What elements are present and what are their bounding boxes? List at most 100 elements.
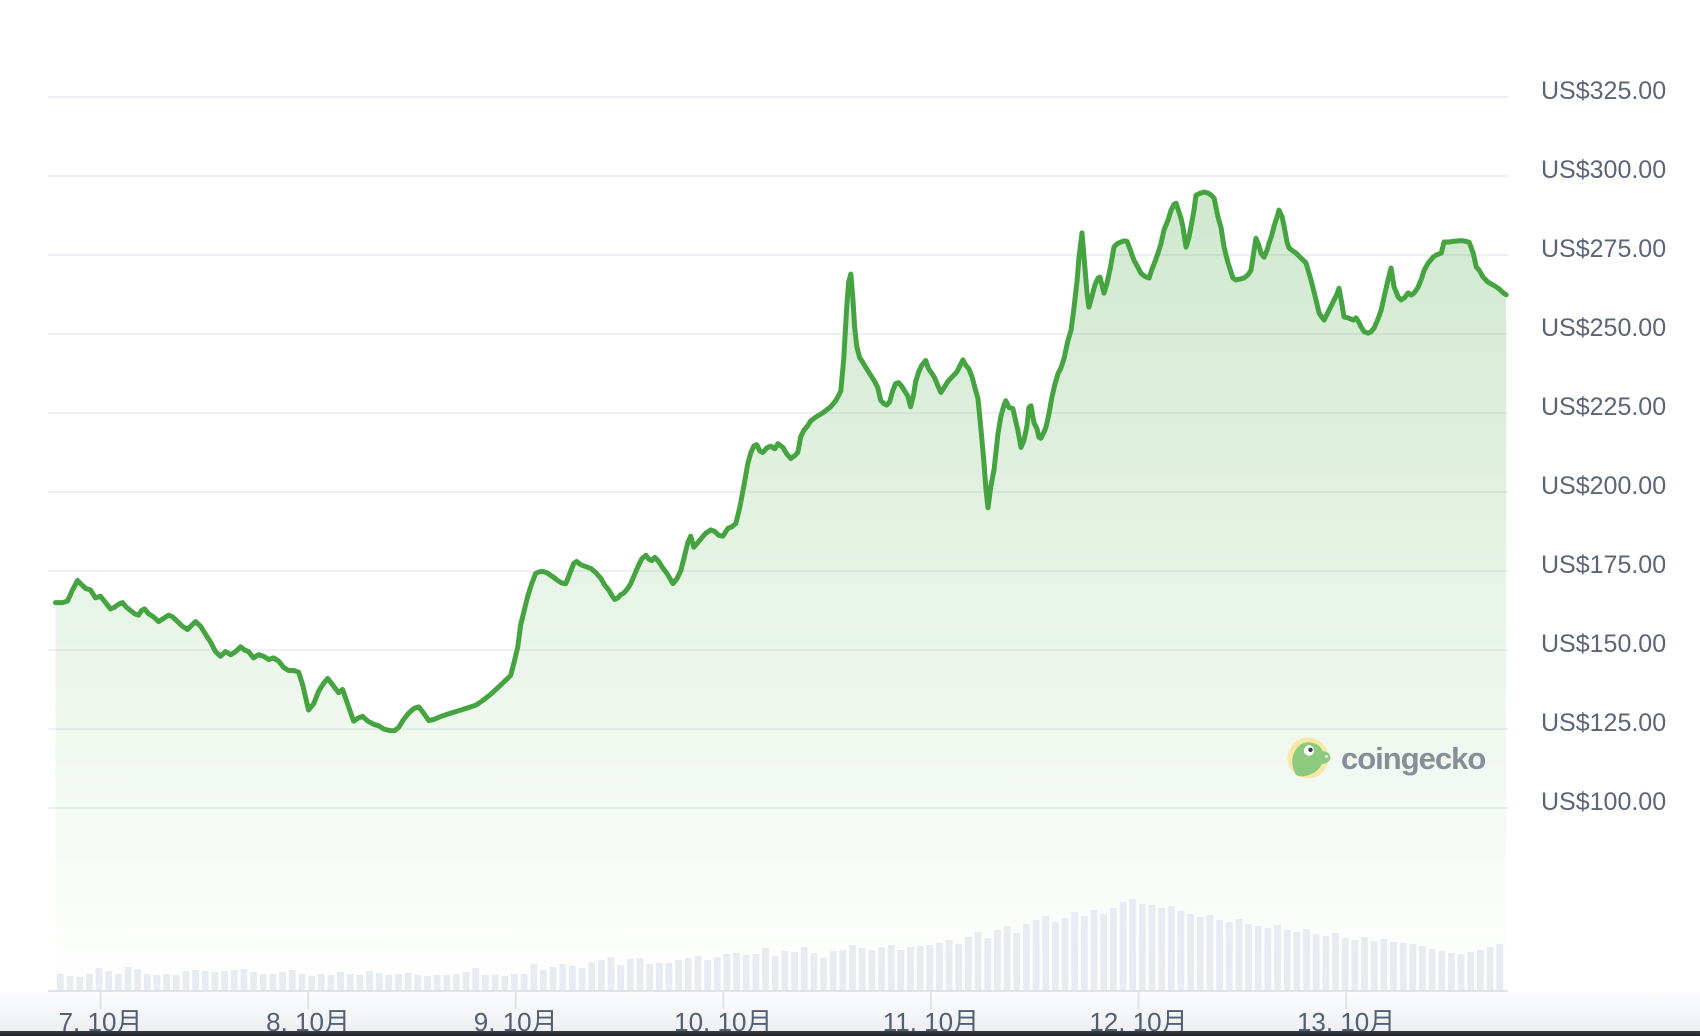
y-axis-label: US$225.00 [1541, 393, 1666, 421]
volume-bar [1409, 944, 1417, 990]
volume-bar [153, 975, 161, 990]
volume-bar [76, 977, 84, 990]
volume-bar [134, 969, 142, 990]
volume-bar [578, 968, 586, 990]
volume-bar [684, 958, 692, 990]
volume-bar [462, 972, 470, 990]
volume-bar [752, 954, 760, 990]
volume-bars [57, 899, 1504, 990]
volume-bar [1235, 919, 1243, 990]
volume-bar [1003, 926, 1011, 990]
volume-bar [762, 948, 769, 990]
volume-bar [994, 930, 1001, 990]
volume-bar [675, 960, 683, 990]
volume-bar [453, 974, 460, 990]
volume-bar [1303, 929, 1310, 990]
volume-bar [1061, 918, 1069, 990]
volume-bar [520, 974, 528, 990]
price-area-fill [55, 192, 1507, 991]
volume-bar [317, 974, 325, 990]
price-line [53, 189, 1509, 734]
volume-bar [713, 957, 721, 990]
volume-bar [395, 974, 402, 990]
coingecko-gecko-icon [1287, 737, 1331, 779]
volume-bar [1332, 933, 1339, 990]
volume-bar [945, 940, 953, 990]
volume-bar [646, 964, 654, 990]
volume-bar [443, 975, 451, 990]
volume-bar [858, 948, 866, 990]
volume-bar [1051, 922, 1059, 990]
volume-bar [540, 970, 547, 990]
volume-bar [288, 970, 296, 990]
y-axis-label: US$175.00 [1541, 551, 1666, 579]
volume-bar [791, 952, 798, 990]
volume-bar [1496, 944, 1504, 990]
volume-bar [800, 947, 808, 990]
volume-bar [404, 973, 412, 990]
volume-bar [501, 976, 509, 990]
volume-bar [1390, 942, 1397, 990]
volume-bar [346, 974, 354, 990]
volume-bar [1380, 939, 1388, 990]
volume-bar [1399, 943, 1407, 990]
volume-bar [511, 974, 518, 990]
volume-bar [182, 971, 190, 990]
volume-bar [211, 972, 219, 990]
volume-bar [259, 974, 267, 990]
volume-bar [1322, 936, 1330, 990]
volume-bar [1438, 951, 1446, 990]
volume-bar [1419, 946, 1426, 990]
volume-bar [820, 958, 827, 990]
y-axis-label: US$275.00 [1541, 235, 1666, 263]
volume-bar [1477, 950, 1484, 990]
volume-bar [568, 966, 576, 990]
volume-bar [559, 964, 567, 990]
volume-bar [926, 945, 934, 990]
volume-bar [636, 958, 644, 990]
volume-bar [424, 976, 431, 990]
volume-bar [704, 960, 712, 990]
volume-bar [733, 953, 740, 990]
volume-bar [1196, 917, 1204, 990]
volume-bar [1254, 926, 1262, 990]
volume-bar [1457, 954, 1465, 990]
y-axis-label: US$300.00 [1541, 156, 1666, 184]
volume-bar [588, 962, 596, 990]
volume-bar [742, 955, 750, 990]
coingecko-wordmark: coingecko [1341, 741, 1485, 776]
volume-bar [1293, 932, 1301, 990]
volume-bar [1187, 914, 1195, 990]
volume-bar [1167, 906, 1175, 990]
volume-bar [163, 974, 171, 990]
volume-bar [1129, 899, 1137, 990]
volume-bar [1158, 908, 1166, 990]
x-axis-band [0, 991, 1700, 1031]
volume-bar [1148, 905, 1156, 990]
volume-bar [366, 971, 373, 990]
volume-bar [1013, 933, 1021, 990]
volume-bar [308, 976, 315, 990]
volume-bar [1138, 904, 1146, 990]
y-axis-label: US$125.00 [1541, 709, 1666, 737]
volume-bar [1225, 922, 1233, 990]
volume-bar [829, 951, 837, 990]
volume-bar [665, 963, 673, 990]
volume-bar [1274, 925, 1281, 990]
volume-bar [1206, 915, 1214, 990]
volume-bar [433, 975, 441, 990]
volume-bar [1245, 924, 1252, 990]
volume-bar [1080, 916, 1088, 990]
volume-bar [1428, 949, 1436, 990]
volume-bar [1448, 953, 1455, 990]
volume-bar [897, 950, 905, 990]
volume-bar [597, 960, 605, 990]
volume-bar [549, 967, 557, 990]
y-axis-label: US$200.00 [1541, 472, 1666, 500]
volume-bar [694, 956, 702, 990]
y-axis-labels: US$325.00 US$300.00 US$275.00 US$250.00 US$2… [1541, 77, 1666, 816]
volume-bar [1100, 914, 1108, 990]
volume-bar [356, 975, 364, 990]
